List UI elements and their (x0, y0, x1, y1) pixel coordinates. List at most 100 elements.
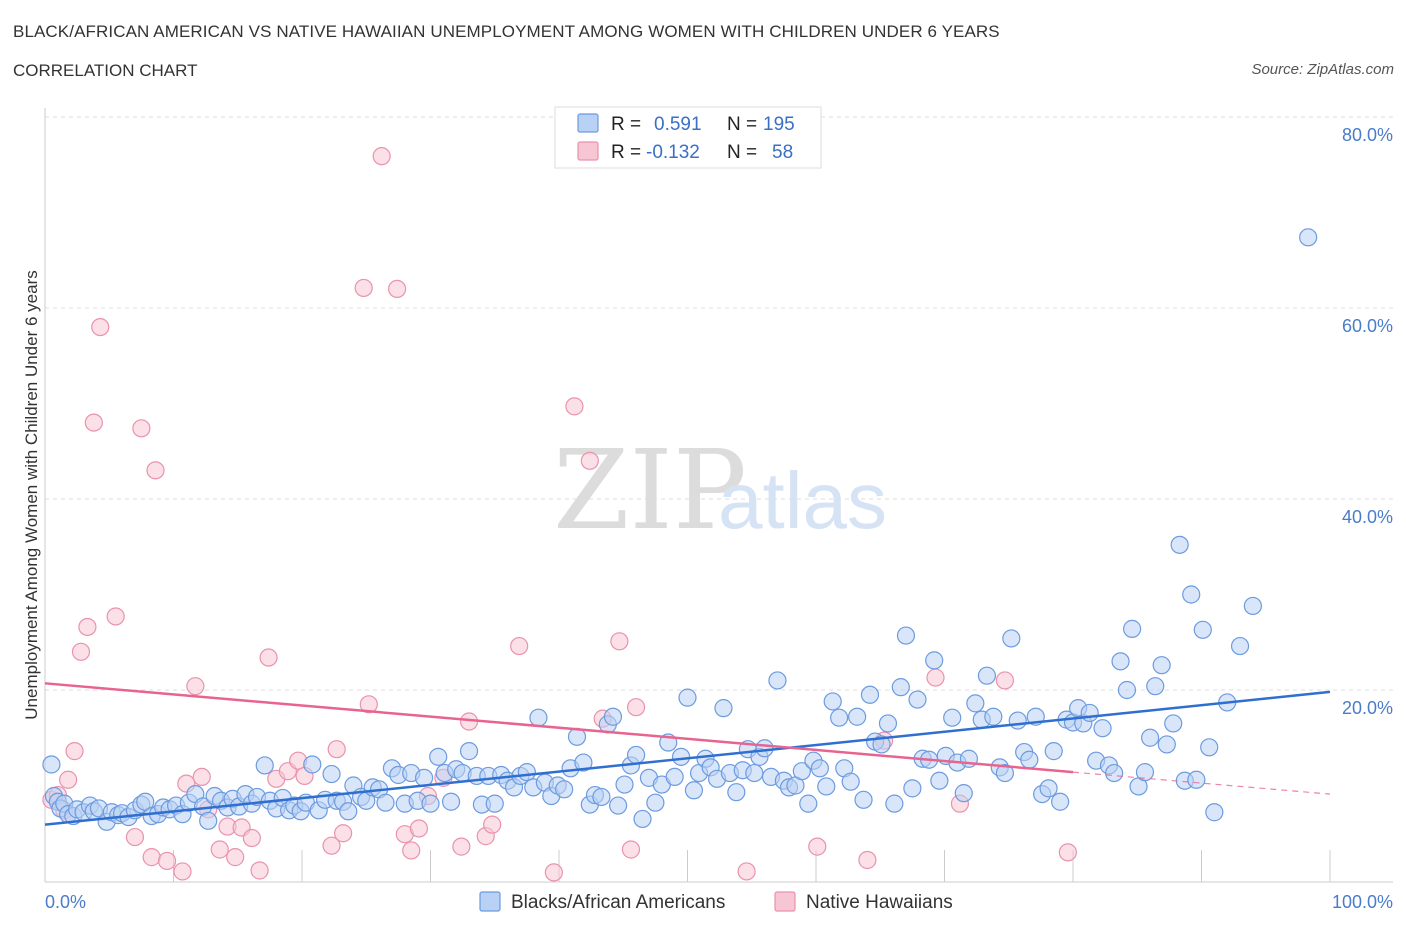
black-african-american-point (678, 688, 697, 707)
black-african-american-point (555, 780, 574, 799)
black-african-american-point (1117, 680, 1137, 700)
black-african-american-point (995, 763, 1014, 783)
black-african-american-point (966, 694, 985, 713)
black-african-american-point (376, 793, 395, 812)
native-hawaiians-trend-extension (1072, 771, 1331, 795)
black-african-american-point (830, 708, 849, 727)
black-african-american-point (255, 756, 274, 775)
black-african-american-point (665, 767, 684, 787)
black-african-american-point (574, 753, 593, 772)
x-tick-max: 100.0% (1332, 892, 1393, 912)
y-tick-label: 60.0% (1342, 316, 1393, 336)
series-legend-label-blue: Blacks/African Americans (511, 892, 725, 913)
black-african-american-point (872, 735, 891, 754)
native-hawaiian-point (78, 617, 97, 637)
black-african-american-point (714, 699, 733, 718)
black-african-american-point (977, 666, 997, 685)
watermark-zip: ZIP (553, 426, 747, 554)
native-hawaiian-point (1058, 843, 1077, 862)
native-hawaiian-point (84, 413, 103, 432)
source-credit: Source: ZipAtlas.com (1251, 61, 1394, 78)
black-african-american-point (1146, 677, 1165, 696)
native-hawaiian-point (192, 767, 211, 787)
correlation-legend: R = 0.591 N = 195 R = -0.132 N = 58 (554, 106, 822, 169)
black-african-american-point (646, 793, 665, 812)
x-tick-min: 0.0% (45, 892, 86, 912)
native-hawaiian-point (186, 677, 205, 696)
legend-n-value-pink: 58 (772, 142, 793, 163)
black-african-american-point (1200, 738, 1219, 757)
black-african-american-point (1187, 770, 1206, 789)
legend-box (554, 106, 822, 169)
series-legend-label-pink: Native Hawaiians (806, 892, 953, 913)
black-african-american-point (517, 763, 536, 782)
black-african-american-point (1044, 742, 1063, 761)
native-hawaiian-point (146, 461, 165, 480)
native-hawaiian-point (544, 863, 563, 882)
black-african-american-point (1243, 596, 1263, 616)
black-african-american-point (755, 739, 774, 758)
native-hawaiian-point (402, 841, 421, 860)
black-african-american-point (792, 762, 811, 781)
legend-n-label-blue: N = (727, 114, 757, 135)
black-african-american-point (1152, 656, 1171, 675)
black-african-american-point (1182, 585, 1201, 604)
black-african-american-point (626, 745, 646, 765)
native-hawaiian-point (510, 636, 529, 656)
native-hawaiian-point (65, 742, 84, 761)
native-hawaiian-point (565, 397, 584, 416)
native-hawaiian-point (621, 840, 641, 859)
black-african-american-point (684, 781, 704, 800)
native-hawaiian-point (125, 827, 145, 847)
native-hawaiian-point (334, 824, 353, 843)
watermark-atlas: atlas (718, 456, 887, 545)
grid-lines (45, 116, 1393, 691)
black-african-american-point (1111, 652, 1130, 671)
black-african-american-point (954, 784, 973, 803)
legend-n-label-pink: N = (727, 142, 757, 163)
black-african-american-point (1135, 763, 1155, 782)
black-african-american-point (339, 802, 358, 821)
black-african-american-point (609, 796, 628, 815)
y-tick-labels: 20.0% 40.0% 60.0% 80.0% (1342, 125, 1393, 718)
black-african-american-point (925, 651, 944, 670)
native-hawaiian-point (808, 837, 827, 856)
black-african-american-point (984, 707, 1003, 726)
black-african-american-point (529, 708, 548, 727)
native-hawaiian-point (858, 850, 877, 870)
black-african-american-point (1299, 228, 1318, 247)
black-african-american-point (1039, 779, 1058, 798)
native-hawaiian-point (132, 419, 151, 438)
black-african-american-point (896, 626, 916, 645)
black-african-american-point (943, 708, 962, 727)
chart-title: BLACK/AFRICAN AMERICAN VS NATIVE HAWAIIA… (13, 22, 1000, 41)
black-african-american-point (485, 794, 504, 813)
y-axis-label: Unemployment Among Women with Children U… (22, 270, 41, 719)
black-african-american-point (817, 777, 836, 796)
black-african-american-point (199, 811, 218, 830)
legend-swatch-pink (577, 141, 599, 161)
native-hawaiian-point (926, 668, 945, 687)
black-african-american-point (459, 742, 479, 761)
series-legend-swatch-blue (479, 891, 501, 912)
black-african-american-point (799, 794, 818, 813)
black-african-american-point (1002, 629, 1021, 648)
black-african-american-point (903, 779, 922, 798)
native-hawaiian-point (250, 861, 269, 880)
black-african-american-point (42, 755, 61, 774)
black-african-american-point (768, 671, 787, 690)
native-hawaiian-point (327, 740, 346, 759)
series-legend: Blacks/African Americans Native Hawaiian… (479, 891, 953, 913)
black-african-american-point (322, 764, 341, 784)
series-legend-swatch-pink (774, 891, 796, 912)
blacks-points (42, 228, 1318, 831)
native-hawaiian-point (580, 451, 599, 470)
black-african-american-point (1105, 763, 1124, 783)
y-tick-label: 20.0% (1342, 698, 1393, 718)
black-african-american-point (1051, 792, 1070, 811)
trend-lines (44, 682, 1331, 826)
zipatlas-watermark: ZIP atlas (553, 426, 887, 554)
native-hawaiian-point (142, 848, 161, 867)
black-african-american-point (930, 771, 949, 790)
